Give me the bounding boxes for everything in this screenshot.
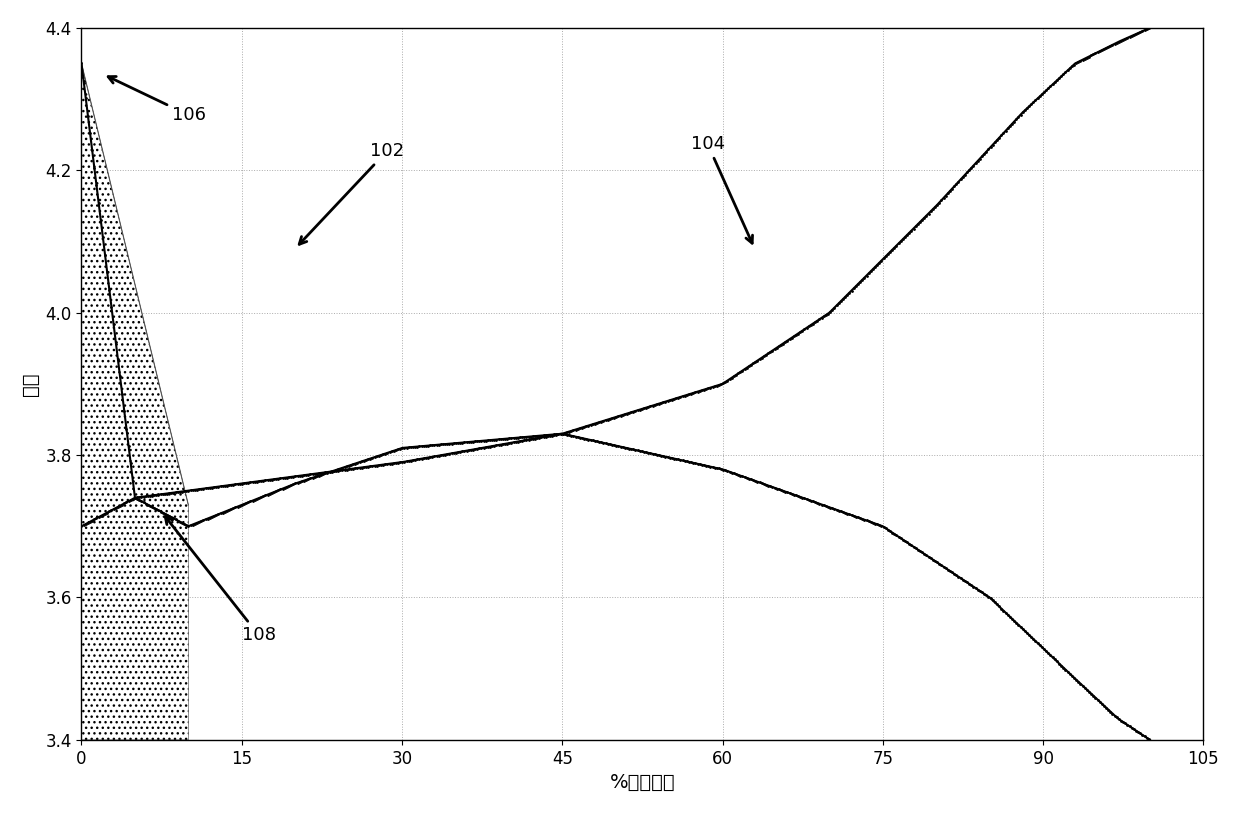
Y-axis label: 电压: 电压 (21, 372, 40, 396)
Text: 102: 102 (299, 142, 404, 244)
Polygon shape (82, 63, 188, 740)
Text: 108: 108 (165, 516, 275, 644)
Text: 104: 104 (691, 135, 753, 243)
X-axis label: %额定容量: %额定容量 (610, 773, 676, 792)
Text: 106: 106 (108, 76, 206, 124)
